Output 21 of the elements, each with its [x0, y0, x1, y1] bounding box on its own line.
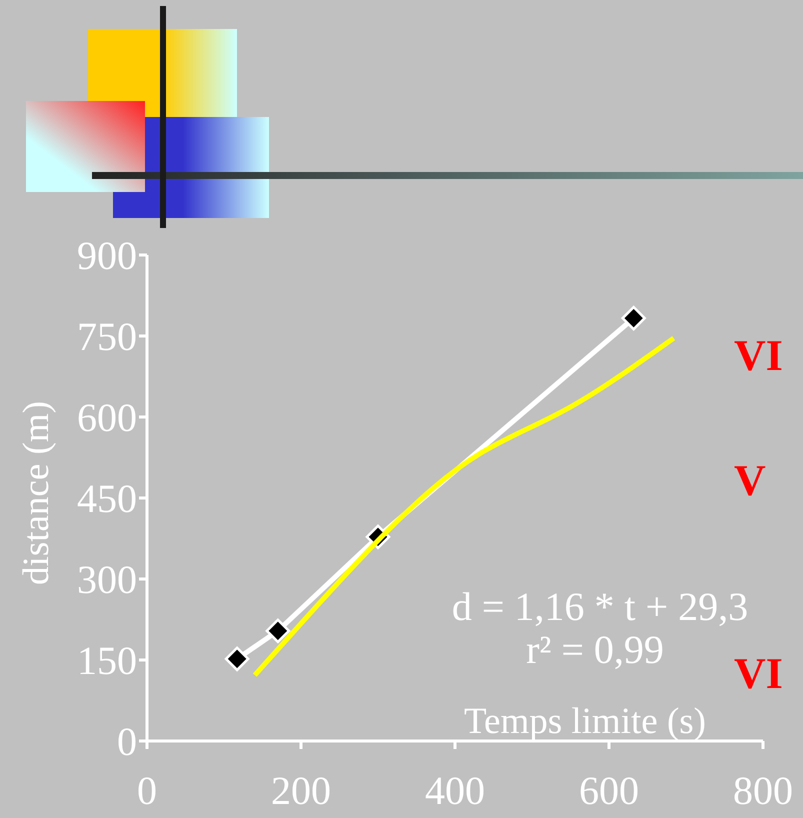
x-axis-title: Temps limite (s) [464, 701, 706, 742]
y-tick-label: 300 [77, 557, 137, 602]
y-tick-label: 450 [77, 476, 137, 521]
y-tick-label: 600 [77, 395, 137, 440]
annotation: d = 1,16 * t + 29,3 [452, 584, 748, 629]
x-tick-label: 200 [271, 768, 331, 813]
y-tick-label: 0 [117, 719, 137, 764]
annotation: r² = 0,99 [526, 627, 664, 672]
point [266, 618, 290, 644]
x-tick-label: 400 [425, 768, 485, 813]
annotation: VI [734, 331, 783, 380]
x-tick-label: 600 [579, 768, 639, 813]
y-tick-label: 750 [77, 314, 137, 359]
annotation: V [734, 456, 766, 505]
y-tick-label: 150 [77, 638, 137, 683]
point [621, 306, 646, 330]
point [224, 646, 250, 672]
y-axis-title: distance (m) [16, 401, 57, 585]
annotation: VI [734, 649, 783, 698]
y-tick-label: 900 [77, 233, 137, 278]
x-tick-label: 800 [733, 768, 793, 813]
